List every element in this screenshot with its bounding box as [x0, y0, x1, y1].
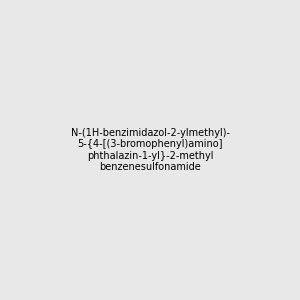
Text: N-(1H-benzimidazol-2-ylmethyl)-
5-{4-[(3-bromophenyl)amino]
phthalazin-1-yl}-2-m: N-(1H-benzimidazol-2-ylmethyl)- 5-{4-[(3…	[70, 128, 230, 172]
